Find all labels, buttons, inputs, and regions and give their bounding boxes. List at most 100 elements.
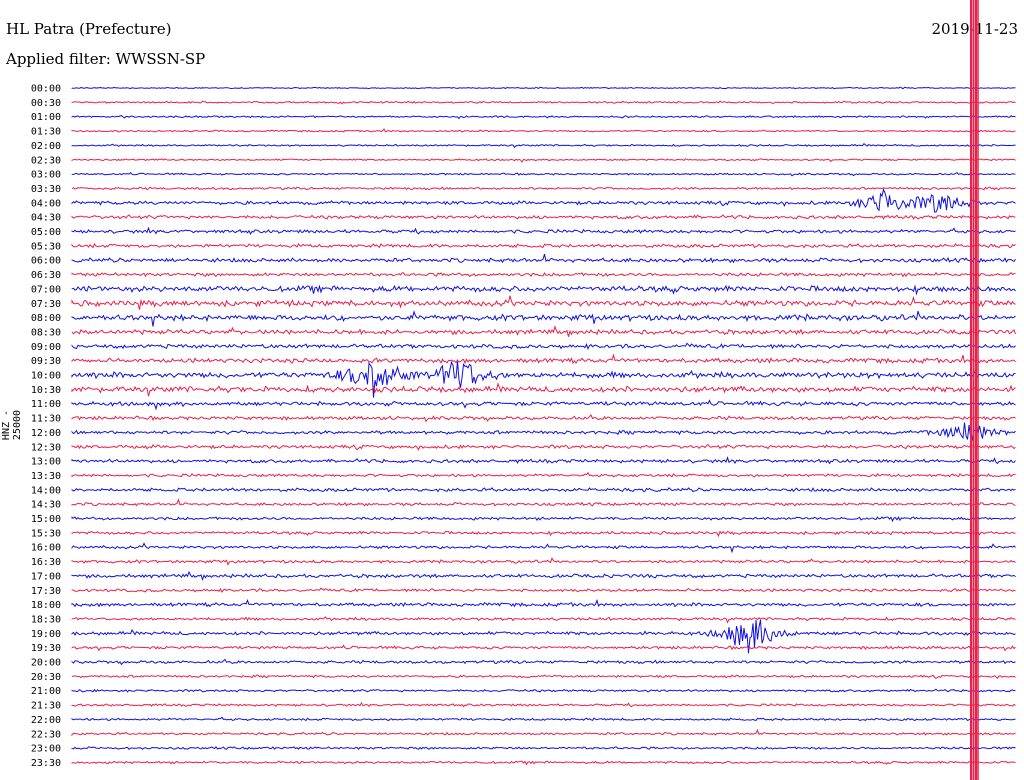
time-label-0200: 02:00 [31,141,61,152]
trace-row-1030 [71,382,1016,397]
time-label-0400: 04:00 [31,198,61,209]
time-label-0430: 04:30 [31,213,61,224]
time-label-2300: 23:00 [31,744,61,755]
time-label-0900: 09:00 [31,342,61,353]
trace-row-1730 [71,587,1016,593]
trace-row-0600 [71,253,1016,264]
trace-row-1000 [71,360,1016,398]
time-label-2230: 22:30 [31,729,61,740]
time-label-1200: 12:00 [31,428,61,439]
trace-row-1930 [71,644,1016,652]
trace-row-2230 [71,728,1016,737]
time-label-0700: 07:00 [31,284,61,295]
trace-row-1800 [71,598,1016,608]
trace-row-0400 [71,188,1016,213]
time-label-0000: 00:00 [31,84,61,95]
time-label-1030: 10:30 [31,385,61,396]
time-label-1300: 13:00 [31,457,61,468]
time-label-0800: 08:00 [31,313,61,324]
trace-row-2100 [71,688,1016,693]
time-label-0030: 00:30 [31,98,61,109]
trace-row-0530 [71,242,1016,249]
trace-row-1530 [71,530,1016,538]
trace-row-0830 [71,325,1016,337]
time-label-1600: 16:00 [31,543,61,554]
trace-row-1200 [71,422,1016,441]
time-label-1700: 17:00 [31,571,61,582]
trace-row-1700 [71,570,1016,582]
time-label-0100: 01:00 [31,112,61,123]
trace-row-2330 [71,760,1016,766]
time-label-0230: 02:30 [31,155,61,166]
time-label-1000: 10:00 [31,371,61,382]
date-label: 2019-11-23 [931,20,1018,38]
time-label-1900: 19:00 [31,629,61,640]
trace-row-0000 [71,86,1016,90]
time-label-1400: 14:00 [31,485,61,496]
time-label-0600: 06:00 [31,256,61,267]
time-label-1500: 15:00 [31,514,61,525]
trace-row-2300 [71,746,1016,750]
trace-row-0500 [71,226,1016,235]
trace-row-0730 [71,295,1016,310]
trace-row-0700 [71,284,1016,296]
filter-subtitle: Applied filter: WWSSN-SP [6,50,206,68]
time-label-0730: 07:30 [31,299,61,310]
trace-row-0800 [71,309,1016,327]
trace-row-1400 [71,487,1016,493]
time-label-2200: 22:00 [31,715,61,726]
trace-row-0130 [71,128,1016,133]
time-label-1130: 11:30 [31,414,61,425]
trace-row-1230 [71,443,1016,451]
saturated-signal [970,0,979,780]
trace-row-0100 [71,115,1016,120]
time-label-2000: 20:00 [31,658,61,669]
time-label-1630: 16:30 [31,557,61,568]
station-title: HL Patra (Prefecture) [6,20,172,38]
trace-row-1430 [71,498,1016,507]
trace-row-2000 [71,658,1016,666]
time-label-1430: 14:30 [31,500,61,511]
time-label-1100: 11:00 [31,399,61,410]
trace-row-0300 [71,171,1016,177]
time-label-0500: 05:00 [31,227,61,238]
trace-row-0900 [71,342,1016,351]
time-label-1830: 18:30 [31,614,61,625]
time-label-1800: 18:00 [31,600,61,611]
trace-row-0930 [71,353,1016,365]
trace-row-1330 [71,471,1016,478]
time-label-1930: 19:30 [31,643,61,654]
time-label-2130: 21:30 [31,701,61,712]
time-label-2030: 20:30 [31,672,61,683]
time-label-2100: 21:00 [31,686,61,697]
trace-row-1900 [71,619,1016,654]
time-label-0830: 08:30 [31,327,61,338]
trace-row-2130 [71,701,1016,708]
time-label-0630: 06:30 [31,270,61,281]
trace-row-1100 [71,399,1016,411]
trace-row-0230 [71,158,1016,163]
trace-row-1630 [71,557,1016,566]
time-label-0530: 05:30 [31,241,61,252]
trace-row-2200 [71,716,1016,722]
time-label-1530: 15:30 [31,528,61,539]
trace-row-0030 [71,100,1016,105]
time-label-1230: 12:30 [31,442,61,453]
trace-row-0330 [71,186,1016,191]
time-label-1730: 17:30 [31,586,61,597]
time-label-1330: 13:30 [31,471,61,482]
trace-row-2030 [71,674,1016,680]
time-label-0330: 03:30 [31,184,61,195]
trace-row-1130 [71,414,1016,423]
trace-row-1600 [71,542,1016,554]
trace-row-0200 [71,142,1016,149]
time-label-0300: 03:00 [31,170,61,181]
trace-row-1830 [71,616,1016,624]
trace-row-0430 [71,214,1016,220]
time-tick-labels: 00:00 00:30 01:00 01:30 02:00 02:30 03:00 03:30… [31,84,61,769]
time-label-0930: 09:30 [31,356,61,367]
time-label-2330: 23:30 [31,758,61,769]
trace-row-1500 [71,516,1016,523]
time-label-0130: 01:30 [31,127,61,138]
